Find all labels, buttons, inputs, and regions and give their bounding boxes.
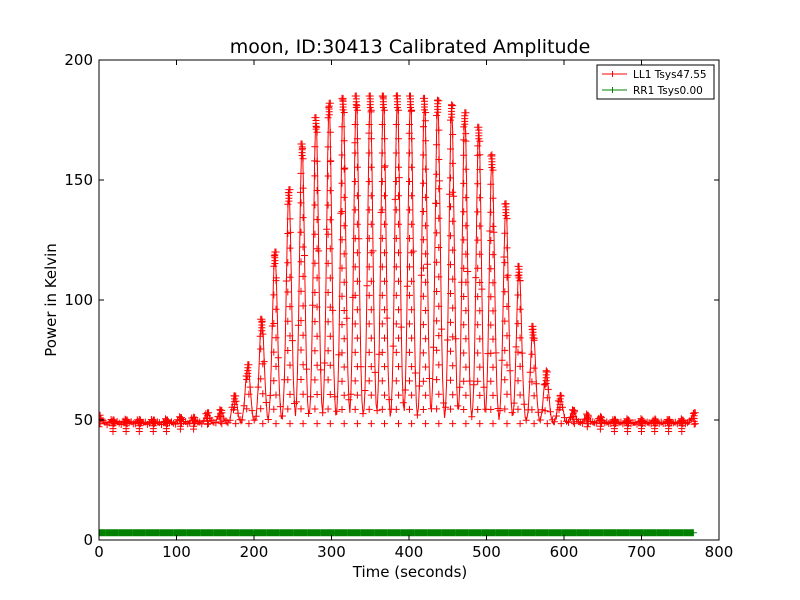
x-tick-label: 700 (627, 543, 656, 561)
legend-label-ll1: LL1 Tsys47.55 (633, 69, 707, 81)
x-tick-label: 0 (94, 543, 104, 561)
x-tick-label: 800 (705, 543, 734, 561)
legend-marker-rr1 (609, 87, 616, 93)
series-rr1-marker-path (99, 529, 697, 537)
ticks-layer: 0 100 200 300 400 500 600 700 800 0 50 100 150 200 (64, 51, 733, 561)
x-tick-label: 500 (472, 543, 501, 561)
x-tick-label: 100 (162, 543, 191, 561)
legend: LL1 Tsys47.55 RR1 Tsys0.00 (596, 64, 715, 100)
series-layer (99, 92, 699, 537)
x-axis-label: Time (seconds) (352, 563, 468, 581)
chart-title: moon, ID:30413 Calibrated Amplitude (230, 36, 591, 58)
x-tick-label: 200 (240, 543, 269, 561)
y-tick-label: 100 (64, 291, 93, 309)
legend-marker-ll1 (609, 71, 616, 77)
legend-label-rr1: RR1 Tsys0.00 (633, 85, 703, 97)
x-tick-label: 400 (395, 543, 424, 561)
legend-box (596, 64, 715, 100)
series-group (99, 92, 699, 537)
y-tick-label: 150 (64, 171, 93, 189)
x-tick-label: 600 (550, 543, 579, 561)
x-tick-label: 300 (317, 543, 346, 561)
series-ll1-marker-path (99, 92, 699, 435)
y-axis-label: Power in Kelvin (42, 243, 60, 357)
y-tick-label: 200 (64, 51, 93, 69)
series-ll1-markers (99, 92, 699, 435)
y-tick-label: 0 (83, 531, 93, 549)
y-tick-label: 50 (74, 411, 93, 429)
